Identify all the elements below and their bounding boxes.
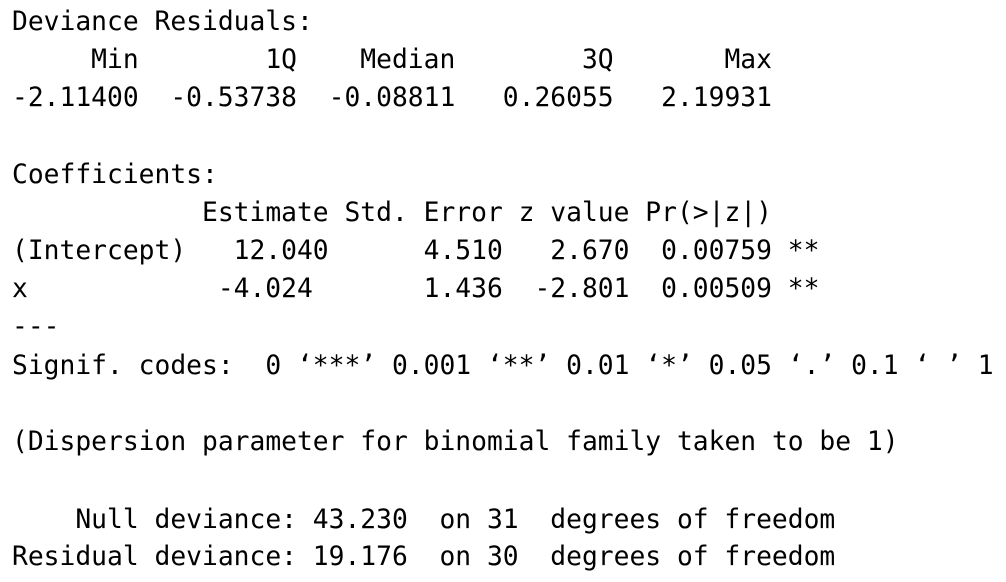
column-header: 1Q xyxy=(265,45,297,75)
signif-stars: ** xyxy=(787,274,820,304)
row-label: x xyxy=(12,274,28,304)
section-title: Deviance Residuals: xyxy=(12,7,313,37)
dispersion-note: (Dispersion parameter for binomial famil… xyxy=(12,427,899,457)
separator: --- xyxy=(12,312,60,342)
cell: -4.024 xyxy=(217,274,313,304)
deviance-value: 43.230 xyxy=(312,505,408,535)
cell: -0.53738 xyxy=(170,83,297,113)
deviance-value: 19.176 xyxy=(312,542,408,572)
row: Estimate Std. Error z value Pr(>|z|) xyxy=(12,194,1006,232)
column-header: Pr(>|z|) xyxy=(645,198,772,228)
deviance-unit: degrees of freedom xyxy=(550,542,836,572)
row: Null deviance: 43.230 on 31 degrees of f… xyxy=(12,501,1006,539)
cell: 1.436 xyxy=(423,274,503,304)
deviance-label: Null deviance: xyxy=(75,505,297,535)
row: Coefficients: xyxy=(12,156,1006,194)
column-header: 3Q xyxy=(581,45,614,75)
cell: 2.670 xyxy=(550,236,630,266)
cell: 0.00509 xyxy=(661,274,772,304)
cell: 0.26055 xyxy=(502,83,614,113)
cell: -2.801 xyxy=(534,274,630,304)
deviance-label: Residual deviance: xyxy=(12,542,297,572)
signif-codes: Signif. codes: 0 ‘***’ 0.001 ‘**’ 0.01 ‘… xyxy=(12,351,994,381)
row: --- xyxy=(12,308,1006,346)
column-header: Max xyxy=(724,45,772,75)
signif-stars: ** xyxy=(787,236,820,266)
cell: 2.19931 xyxy=(661,83,772,113)
column-header: Min xyxy=(91,45,139,75)
column-header: Median xyxy=(360,45,456,75)
section-title: Coefficients: xyxy=(12,160,218,190)
deviance-unit: degrees of freedom xyxy=(550,505,836,535)
row-label: (Intercept) xyxy=(12,236,187,266)
row: (Intercept) 12.040 4.510 2.670 0.00759 *… xyxy=(12,232,1006,270)
cell: -2.11400 xyxy=(12,83,139,113)
deviance-df: on 31 xyxy=(439,505,519,535)
cell: 4.510 xyxy=(423,236,503,266)
row: x -4.024 1.436 -2.801 0.00509 ** xyxy=(12,270,1006,308)
cell: 0.00759 xyxy=(661,236,772,266)
row: Min 1Q Median 3Q Max xyxy=(12,41,1006,79)
column-header: z value xyxy=(518,198,630,228)
row: Deviance Residuals: xyxy=(12,3,1006,41)
row: Signif. codes: 0 ‘***’ 0.001 ‘**’ 0.01 ‘… xyxy=(12,347,1006,385)
column-header: Estimate xyxy=(201,198,329,228)
column-header: Std. Error xyxy=(344,198,503,228)
row: (Dispersion parameter for binomial famil… xyxy=(12,423,1006,461)
cell: 12.040 xyxy=(233,236,329,266)
deviance-df: on 30 xyxy=(439,542,519,572)
row: -2.11400 -0.53738 -0.08811 0.26055 2.199… xyxy=(12,79,1006,117)
row: Residual deviance: 19.176 on 30 degrees … xyxy=(12,538,1006,576)
cell: -0.08811 xyxy=(328,83,456,113)
